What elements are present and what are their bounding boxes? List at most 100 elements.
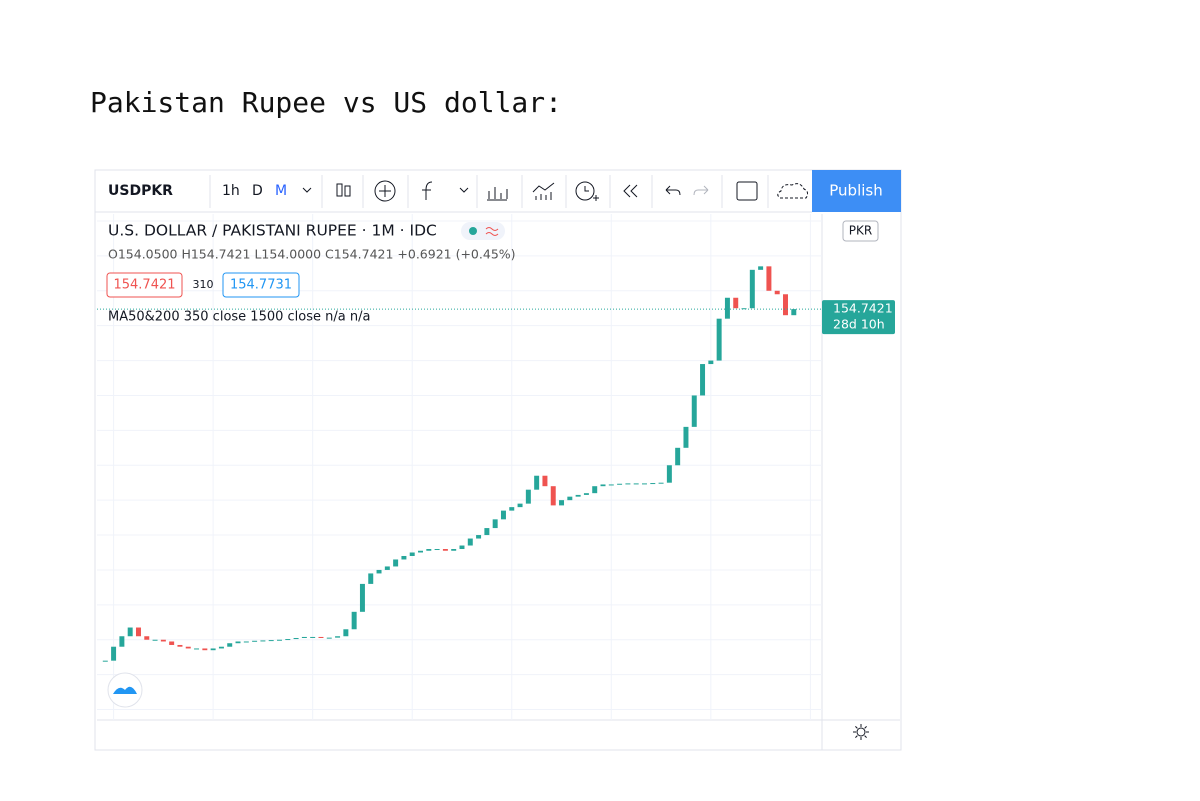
countdown: 28d 10h <box>833 317 885 332</box>
candle <box>227 643 233 647</box>
toolbar-icons <box>321 175 809 208</box>
candle <box>758 266 764 270</box>
candle <box>210 648 216 651</box>
publish-label[interactable]: Publish <box>829 182 882 200</box>
candle <box>268 640 274 642</box>
candle <box>359 583 365 612</box>
candle <box>741 308 747 310</box>
candle <box>608 484 614 486</box>
candle <box>252 640 258 642</box>
candle <box>567 496 573 501</box>
document-title: Pakistan Rupee vs US dollar: <box>90 86 563 119</box>
last-price: 154.7421 <box>833 301 893 316</box>
candle <box>177 644 183 647</box>
candle <box>459 545 465 550</box>
candle <box>724 297 730 319</box>
candle <box>277 639 282 641</box>
candle <box>592 486 598 494</box>
candle <box>509 507 515 511</box>
publish-button[interactable] <box>812 170 901 212</box>
logo <box>113 686 137 694</box>
interval[interactable]: 1h <box>222 183 240 199</box>
candle <box>351 611 357 630</box>
candle <box>218 646 224 649</box>
candle <box>202 648 208 651</box>
ohlc: O154.0500 H154.7421 L154.0000 C154.7421 … <box>108 247 516 262</box>
candle <box>467 538 473 546</box>
candle <box>235 641 241 644</box>
candle <box>617 483 623 485</box>
candle <box>243 641 249 643</box>
candle <box>451 549 457 551</box>
grid <box>97 214 822 720</box>
candle <box>401 555 407 560</box>
candle <box>135 627 141 637</box>
candle <box>492 519 498 529</box>
bid-box[interactable] <box>106 272 183 298</box>
candle <box>650 483 656 485</box>
candle <box>666 465 672 483</box>
candle <box>127 627 133 637</box>
last-price-tag <box>822 300 895 335</box>
candle <box>766 266 772 291</box>
candles <box>97 266 822 662</box>
ask-box[interactable] <box>222 272 300 298</box>
currency: PKR <box>849 224 872 238</box>
candle <box>550 486 556 506</box>
candle <box>326 637 332 639</box>
candle <box>185 646 191 649</box>
candle <box>691 395 697 427</box>
candle <box>791 309 797 316</box>
candle <box>111 646 117 661</box>
candle <box>700 364 706 396</box>
candle <box>368 573 374 584</box>
interval[interactable]: M <box>275 183 287 199</box>
candle <box>774 290 780 295</box>
candle <box>376 569 382 574</box>
candle <box>343 629 349 637</box>
candle <box>559 500 565 506</box>
candle <box>583 493 589 495</box>
candle <box>426 549 432 551</box>
candle <box>683 426 689 448</box>
candle <box>749 269 755 309</box>
candle <box>476 535 482 539</box>
candle <box>119 636 125 647</box>
ask[interactable]: 154.7731 <box>230 278 292 293</box>
settings-icon[interactable] <box>853 724 869 740</box>
candle <box>675 447 681 466</box>
candle <box>500 510 506 520</box>
candle <box>335 636 341 638</box>
candle <box>733 297 739 309</box>
candle <box>260 640 266 642</box>
candle <box>434 549 440 551</box>
candle <box>442 549 448 551</box>
candle <box>310 636 316 638</box>
candle <box>194 648 200 650</box>
status-icon <box>485 227 499 236</box>
candle <box>575 494 581 497</box>
indicator-legend: MA50&200 350 close 1500 close n/a n/a <box>108 310 370 325</box>
candle <box>102 660 108 662</box>
candle <box>293 637 299 640</box>
candle <box>409 552 415 556</box>
candle <box>542 475 548 487</box>
status-pill <box>461 222 505 240</box>
candle <box>318 636 324 638</box>
interval[interactable]: D <box>252 183 263 199</box>
candle <box>144 636 150 640</box>
candle <box>783 294 788 316</box>
candle <box>393 559 399 567</box>
candle <box>534 475 540 490</box>
candle <box>484 528 490 536</box>
candle <box>658 482 664 484</box>
bid[interactable]: 154.7421 <box>113 278 175 293</box>
candle <box>152 639 158 641</box>
candle <box>641 483 647 485</box>
dropdown-icon[interactable] <box>302 187 312 193</box>
candle <box>160 639 166 642</box>
symbol[interactable]: USDPKR <box>108 183 173 199</box>
status-dot <box>469 227 477 235</box>
